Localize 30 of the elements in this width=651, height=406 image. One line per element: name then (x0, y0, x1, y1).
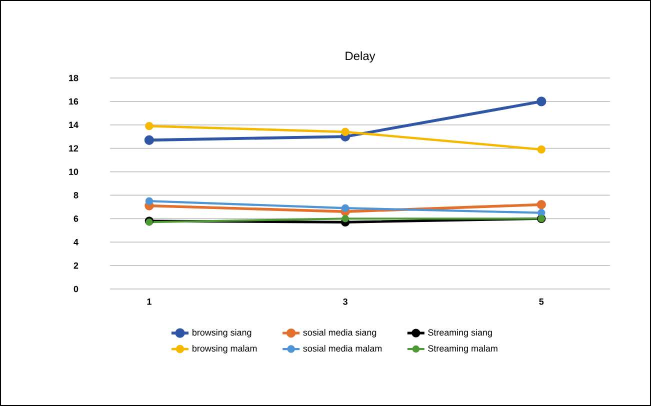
point (537, 145, 546, 154)
y-tick-label: 0 (74, 286, 78, 292)
point (341, 204, 350, 212)
y-tick-label: 18 (69, 74, 78, 82)
point (536, 200, 546, 210)
y-tick-label: 10 (69, 168, 78, 175)
y-tick-label: 8 (74, 192, 78, 198)
legend-label: Streaming malam (428, 345, 498, 354)
point (538, 208, 546, 217)
legend-label: browsing malam (192, 345, 257, 354)
point (341, 128, 350, 136)
y-tick-label: 4 (74, 239, 78, 246)
legend-label: sosial media siang (303, 329, 376, 338)
x-tick-label: 3 (343, 298, 348, 305)
y-tick-label: 2 (74, 262, 78, 269)
y-tick-label: 6 (74, 215, 78, 222)
legend-label: Streaming siang (428, 329, 492, 338)
legend-label: sosial media malam (303, 345, 382, 352)
point (145, 197, 154, 205)
point (536, 96, 546, 106)
point (342, 215, 349, 222)
y-tick-label: 12 (69, 145, 78, 152)
x-tick-label: 1 (147, 298, 152, 305)
x-tick-label: 5 (539, 298, 544, 305)
chart-title: Delay (346, 51, 376, 63)
point (145, 122, 154, 130)
point (144, 135, 154, 145)
y-tick-label: 14 (69, 122, 78, 128)
y-tick-label: 16 (69, 98, 78, 105)
legend-label: browsing siang (192, 329, 252, 338)
